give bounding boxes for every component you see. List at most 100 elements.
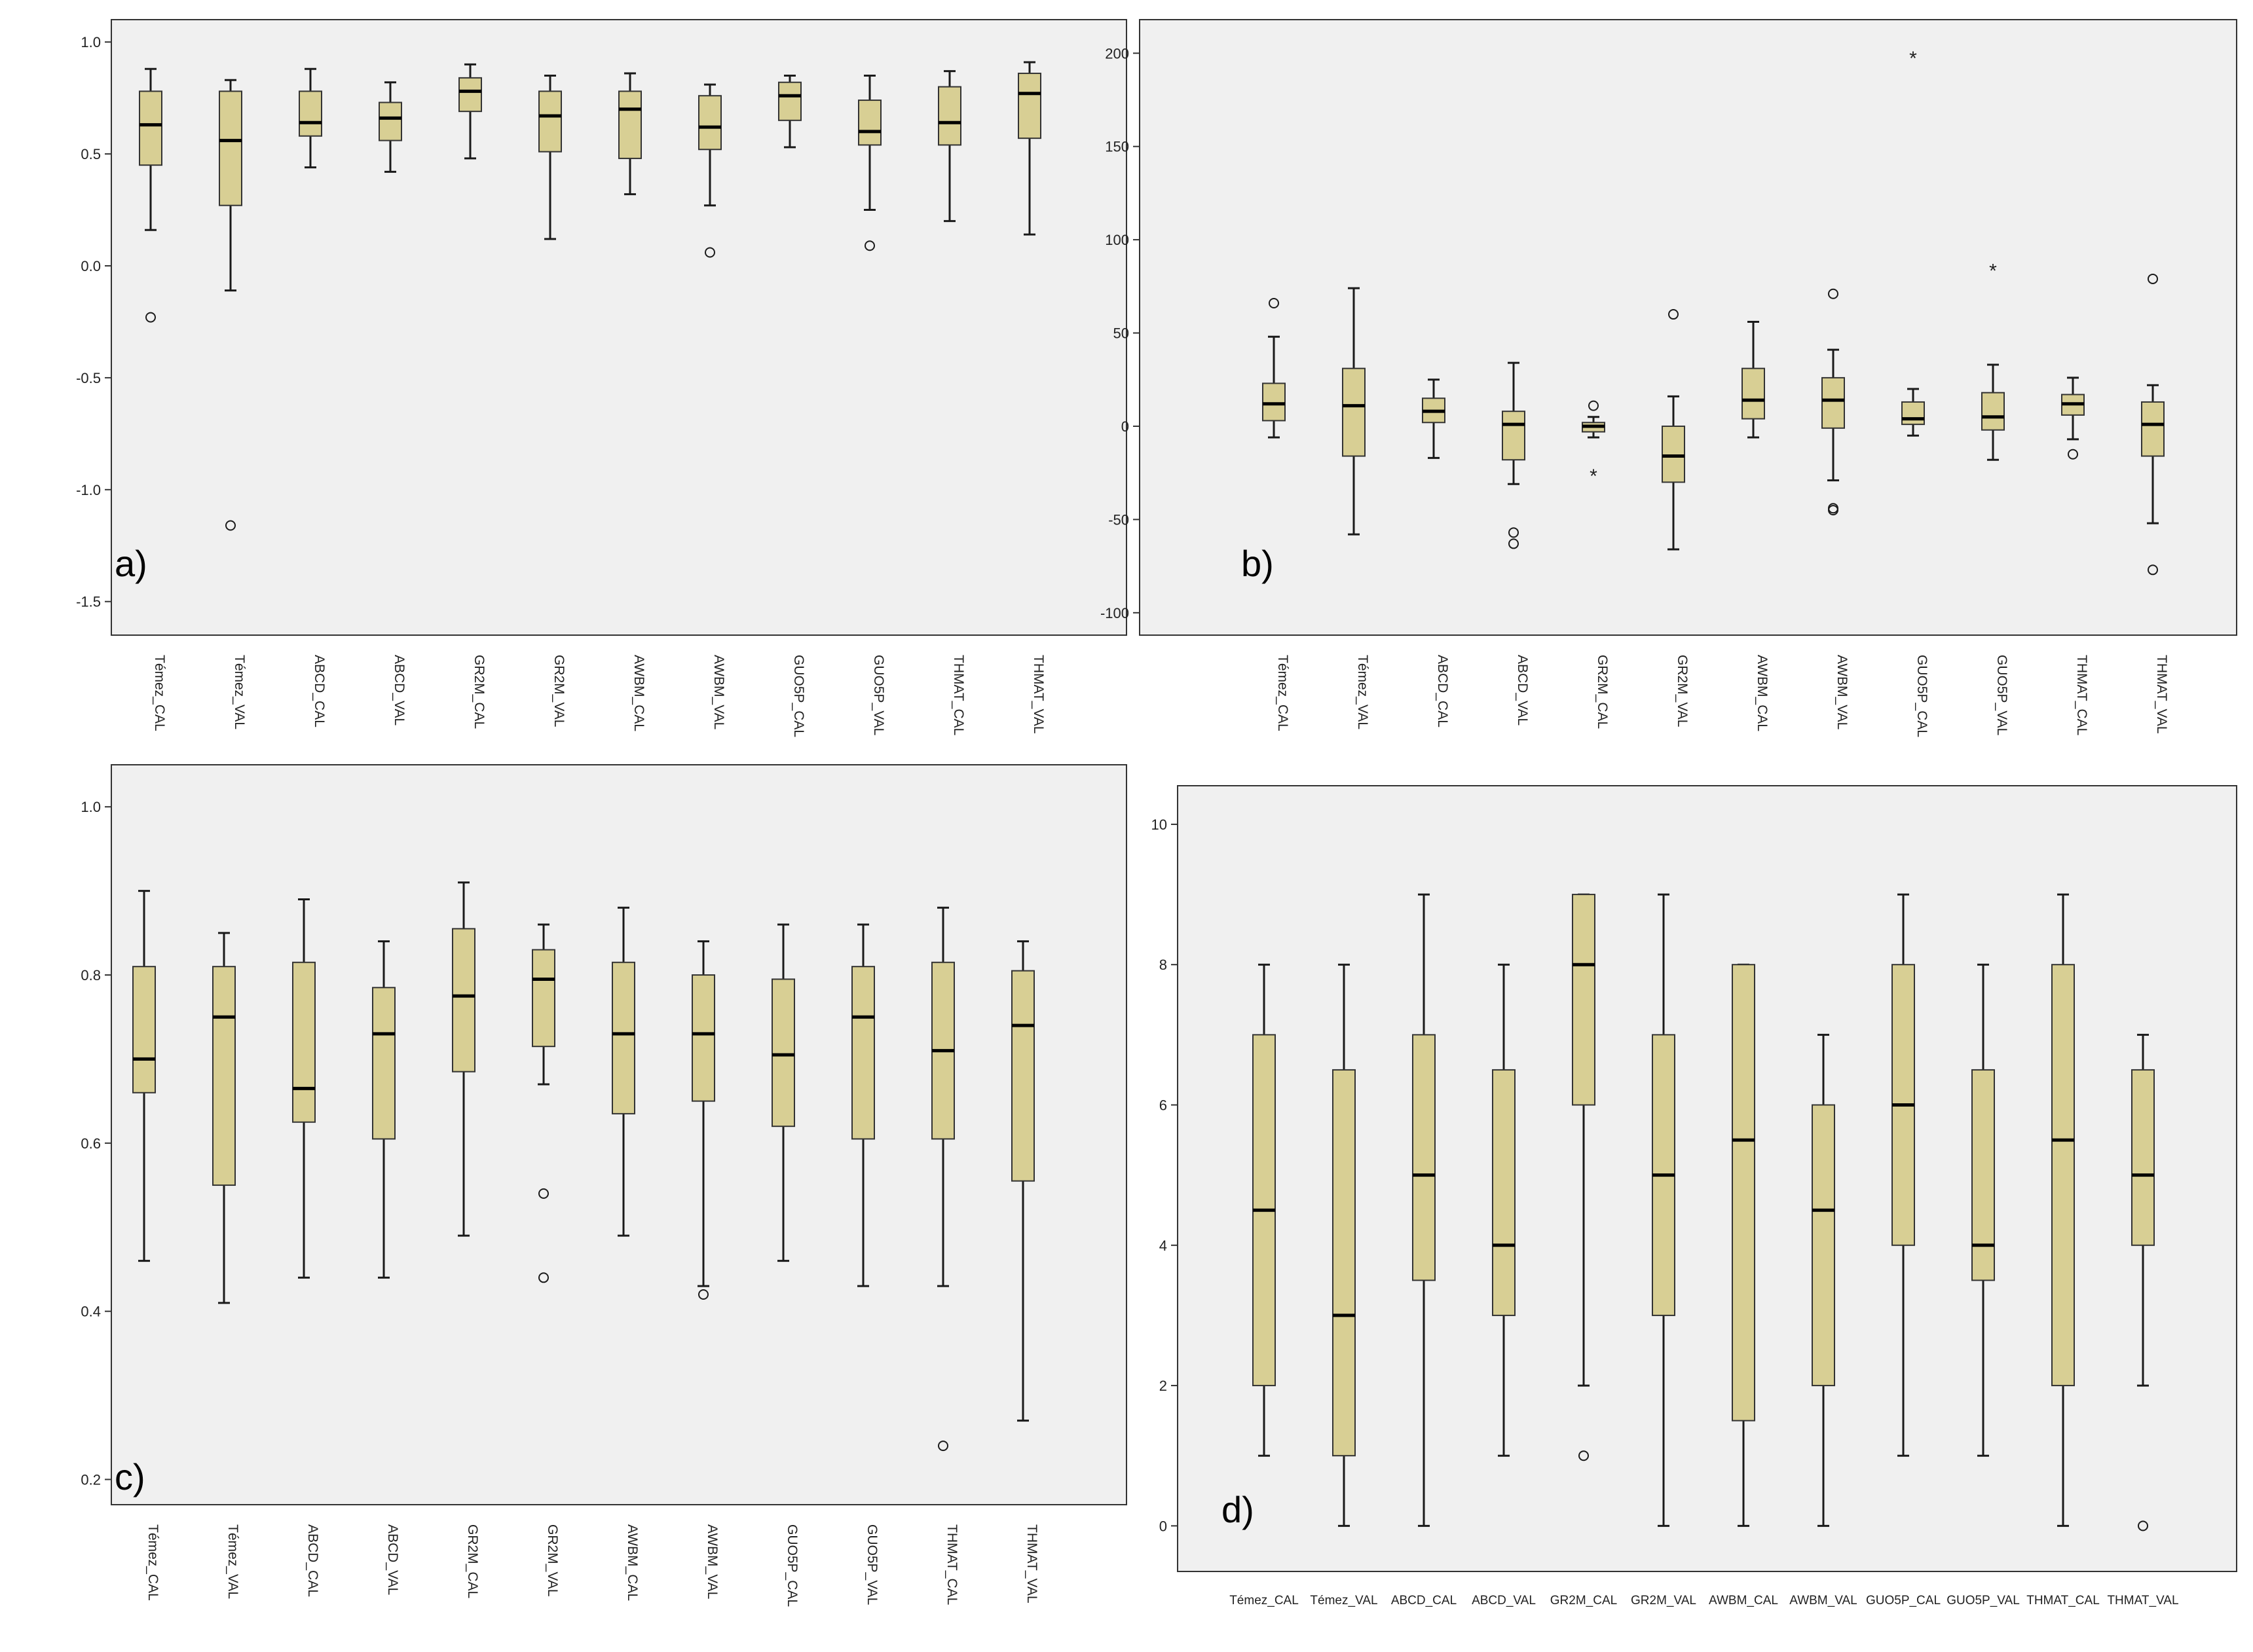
iqr-box <box>778 81 802 121</box>
outlier-point <box>1508 538 1519 549</box>
category-label-b: THMAT_VAL <box>2154 655 2169 734</box>
category-label-a: THMAT_CAL <box>951 655 966 735</box>
category-label-d: GR2M_CAL <box>1550 1594 1617 1607</box>
box-d-Témez_CAL <box>1252 963 1276 1457</box>
box-d-GUO5P_CAL <box>1891 893 1915 1457</box>
box-b-THMAT_CAL <box>2061 376 2085 460</box>
box-a-GR2M_CAL <box>458 63 482 160</box>
category-label-b: ABCD_VAL <box>1515 655 1530 725</box>
category-label-d: AWBM_VAL <box>1789 1594 1857 1607</box>
outlier-point <box>538 1272 549 1283</box>
iqr-box <box>618 90 642 159</box>
iqr-box <box>692 974 715 1102</box>
panel-label-b: b) <box>1241 543 1274 584</box>
category-label-a: GR2M_VAL <box>551 655 567 727</box>
y-tick-label-d: 2 <box>1159 1378 1167 1394</box>
extreme-point: * <box>1989 261 1997 282</box>
outlier-point <box>225 520 236 531</box>
iqr-box <box>452 928 475 1073</box>
box-c-ABCD_CAL <box>292 898 316 1279</box>
iqr-box <box>1011 970 1035 1182</box>
box-b-AWBM_VAL <box>1821 288 1845 516</box>
box-c-Témez_VAL <box>212 932 236 1304</box>
extreme-point: * <box>1909 48 1917 69</box>
panel-c: 1.0 0.8 0.6 0.4 0.2 Témez_CAL Témez_VAL ABCD_CA… <box>81 764 1127 1607</box>
y-tick-label-c: 0.2 <box>81 1471 101 1488</box>
iqr-box <box>458 77 482 113</box>
category-label-d: Témez_VAL <box>1310 1594 1377 1607</box>
iqr-box <box>299 90 322 137</box>
box-c-GR2M_CAL <box>452 881 475 1237</box>
outlier-point <box>2148 273 2158 284</box>
category-label-a: GUO5P_VAL <box>871 655 886 735</box>
iqr-box <box>1502 411 1525 461</box>
y-tick-label-c: 1.0 <box>81 799 101 815</box>
y-tick-label-b: 200 <box>1105 45 1129 62</box>
category-label-b: Témez_CAL <box>1275 655 1290 731</box>
category-label-a: AWBM_VAL <box>711 655 726 729</box>
category-label-b: GUO5P_VAL <box>1994 655 2009 735</box>
panel-label-c: c) <box>115 1456 145 1497</box>
iqr-box <box>2131 1069 2155 1246</box>
box-a-AWBM_CAL <box>618 72 642 196</box>
category-label-b: THMAT_CAL <box>2074 655 2089 735</box>
iqr-box <box>858 100 882 146</box>
outlier-point <box>1668 309 1679 320</box>
box-a-GUO5P_VAL <box>858 74 882 251</box>
plot-area-c <box>111 764 1127 1505</box>
category-label-d: GR2M_VAL <box>1631 1594 1696 1607</box>
iqr-box <box>1332 1069 1356 1457</box>
outlier-point <box>1578 1450 1589 1461</box>
iqr-box <box>1018 73 1041 139</box>
panel-a: 1.0 0.5 0.0 -0.5 -1.0 -1.5 Témez_CAL Témez_VAL A… <box>76 19 1127 737</box>
category-label-c: AWBM_VAL <box>705 1524 720 1599</box>
box-a-THMAT_CAL <box>938 70 961 223</box>
category-label-a: THMAT_VAL <box>1031 655 1046 734</box>
iqr-box <box>1821 376 1845 429</box>
iqr-box <box>1412 1034 1436 1281</box>
iqr-box <box>1342 367 1366 457</box>
category-label-a: GUO5P_CAL <box>791 655 806 737</box>
box-c-GUO5P_CAL <box>772 923 795 1262</box>
outlier-point <box>1828 505 1838 516</box>
category-label-d: GUO5P_VAL <box>1946 1594 2020 1607</box>
box-b-ABCD_CAL <box>1422 378 1445 459</box>
category-label-b: GUO5P_CAL <box>1914 655 1929 737</box>
box-c-ABCD_VAL <box>372 940 396 1279</box>
box-a-AWBM_VAL <box>698 83 722 258</box>
outlier-point <box>938 1441 948 1452</box>
iqr-box <box>1812 1104 1835 1387</box>
iqr-box <box>2051 964 2075 1387</box>
category-label-c: GUO5P_VAL <box>865 1524 880 1605</box>
box-b-Témez_CAL <box>1262 297 1286 439</box>
y-tick-label-d: 10 <box>1151 817 1167 833</box>
box-b-AWBM_CAL <box>1741 320 1765 439</box>
iqr-box <box>132 966 156 1093</box>
category-label-a: Témez_VAL <box>232 655 247 729</box>
box-c-AWBM_CAL <box>612 906 635 1237</box>
category-label-d: Témez_CAL <box>1229 1594 1299 1607</box>
box-b-GR2M_VAL <box>1662 309 1685 551</box>
outlier-point <box>1828 288 1838 299</box>
y-tick-label-d: 4 <box>1159 1238 1167 1254</box>
iqr-box <box>698 95 722 151</box>
iqr-box <box>1572 894 1595 1106</box>
plot-area-b <box>1139 19 2237 636</box>
iqr-box <box>139 90 162 166</box>
panel-label-d: d) <box>1221 1489 1254 1530</box>
category-label-b: AWBM_VAL <box>1834 655 1850 729</box>
category-label-c: THMAT_CAL <box>944 1524 959 1605</box>
y-tick-label-b: 100 <box>1105 232 1129 248</box>
category-label-c: THMAT_VAL <box>1024 1524 1039 1604</box>
category-label-b: GR2M_VAL <box>1675 655 1690 727</box>
panel-label-a: a) <box>115 543 147 584</box>
category-label-c: GR2M_CAL <box>465 1524 480 1598</box>
category-label-d: ABCD_CAL <box>1391 1594 1457 1607</box>
box-c-GUO5P_VAL <box>851 923 875 1287</box>
box-b-GR2M_CAL: * <box>1582 400 1605 487</box>
y-tick-label-c: 0.6 <box>81 1135 101 1152</box>
y-tick-label-a: -1.5 <box>76 594 101 610</box>
iqr-box <box>379 101 402 141</box>
category-label-c: Témez_CAL <box>145 1524 160 1601</box>
outlier-point <box>2148 564 2158 576</box>
